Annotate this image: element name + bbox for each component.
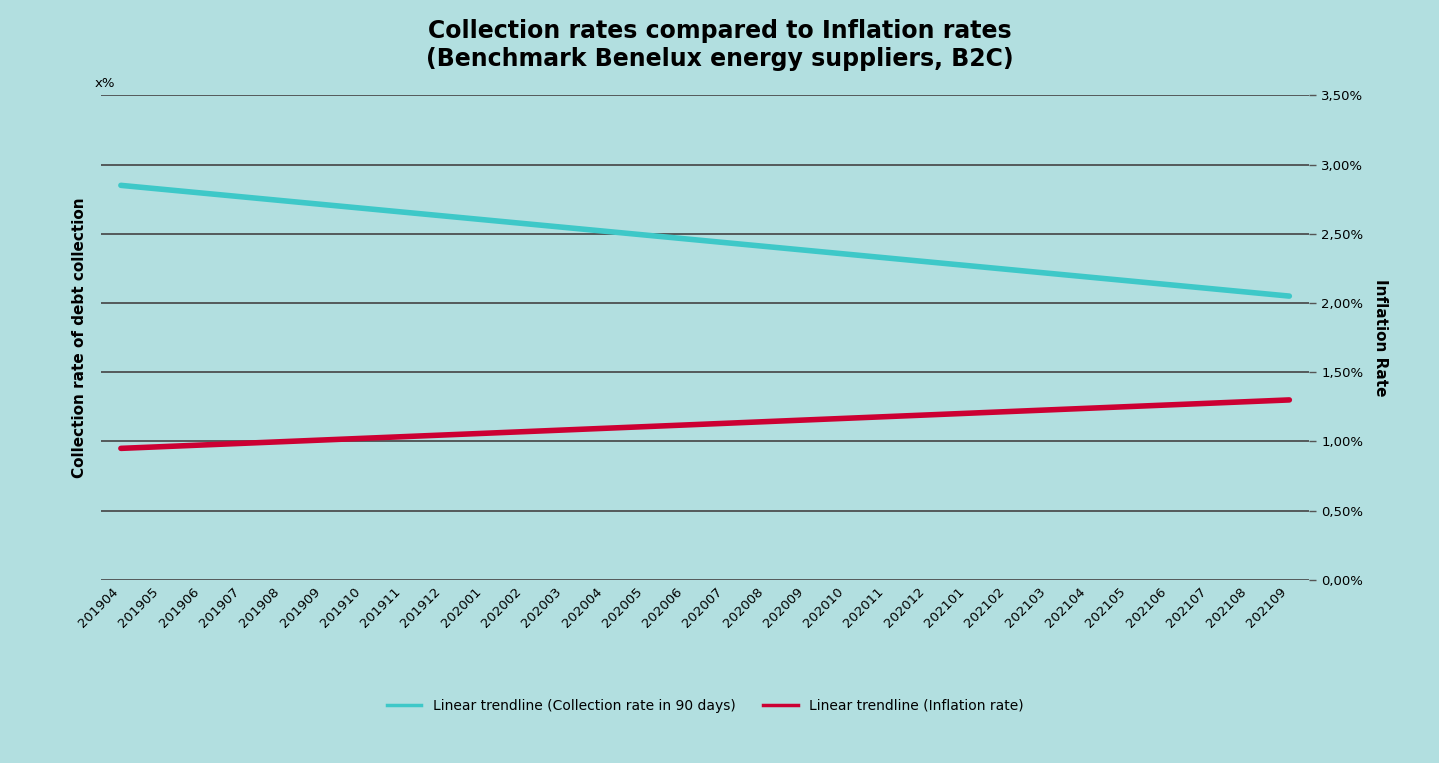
Y-axis label: Inflation Rate: Inflation Rate	[1373, 279, 1389, 396]
Text: Collection rates compared to Inflation rates
(Benchmark Benelux energy suppliers: Collection rates compared to Inflation r…	[426, 19, 1013, 71]
Legend: Linear trendline (Collection rate in 90 days), Linear trendline (Inflation rate): Linear trendline (Collection rate in 90 …	[381, 693, 1029, 718]
Text: x%: x%	[95, 76, 115, 89]
Y-axis label: Collection rate of debt collection: Collection rate of debt collection	[72, 198, 86, 478]
